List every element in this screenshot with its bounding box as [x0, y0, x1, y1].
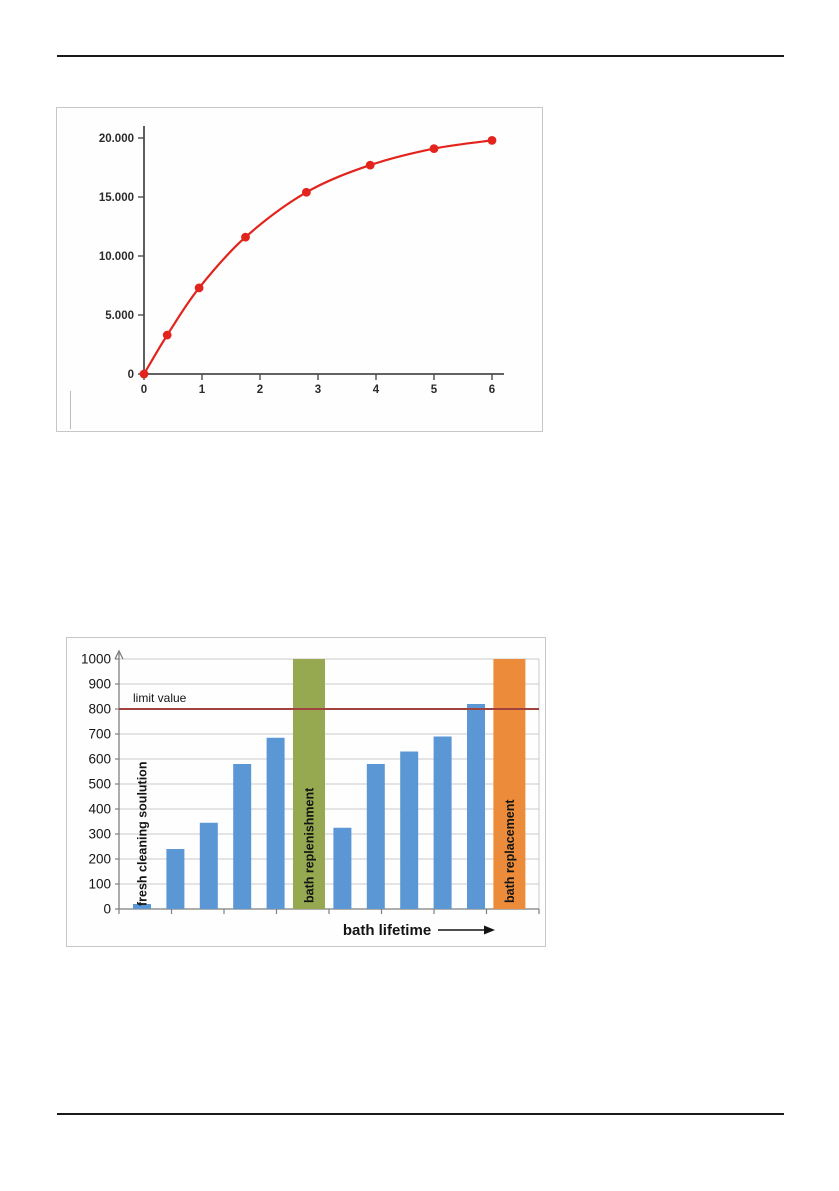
y-tick-label: 200 — [88, 852, 111, 867]
y-tick-label: 600 — [88, 752, 111, 767]
data-point-marker — [241, 232, 250, 242]
data-point-marker — [302, 187, 311, 197]
y-tick-label: 0 — [103, 902, 111, 917]
x-tick-label: 5 — [431, 384, 438, 396]
data-point-marker — [487, 135, 497, 145]
bar — [233, 764, 252, 909]
scan-artifact-line — [70, 391, 71, 429]
x-tick-label: 3 — [315, 384, 321, 396]
bar — [293, 659, 325, 909]
footer-rule — [57, 1113, 784, 1115]
header-rule — [57, 55, 784, 57]
data-point-marker — [162, 330, 172, 340]
x-axis-title: bath lifetime — [343, 922, 431, 939]
x-tick-label: 6 — [489, 384, 495, 396]
bar — [166, 849, 185, 909]
y-tick-label: 400 — [88, 802, 111, 817]
y-tick-label: 0 — [128, 369, 134, 381]
y-tick-label: 900 — [88, 677, 111, 692]
x-tick-label: 4 — [373, 384, 380, 396]
y-tick-label: 1000 — [81, 652, 111, 667]
bar — [266, 737, 285, 909]
y-axis-arrow — [114, 649, 124, 660]
series-line — [143, 139, 493, 375]
bar-label: bath replacement — [503, 799, 517, 903]
x-tick-label: 1 — [199, 384, 206, 396]
limit-value-label: limit value — [133, 691, 187, 705]
saturation-curve-figure: 0 5.000 10.000 15.000 20.000 0 1 2 3 4 5 6 — [56, 107, 543, 432]
fresh-solution-annotation: fresh cleaning soulution — [136, 762, 150, 906]
y-tick-label: 500 — [88, 777, 111, 792]
y-tick-label: 15.000 — [99, 192, 134, 204]
bar — [433, 736, 452, 909]
y-tick-label: 20.000 — [99, 133, 134, 145]
bath-lifetime-bar-chart: 0 100 200 300 400 500 600 700 800 900 1000 bath rep… — [81, 649, 540, 939]
bar — [366, 764, 385, 909]
bar — [467, 704, 485, 909]
y-tick-label: 300 — [88, 827, 111, 842]
y-tick-label: 700 — [88, 727, 111, 742]
bar — [133, 904, 151, 909]
data-point-marker — [429, 144, 439, 154]
x-tick-label: 2 — [257, 384, 263, 396]
bar — [333, 827, 352, 909]
bar-label: bath replenishment — [303, 787, 317, 903]
y-tick-label: 5.000 — [105, 310, 134, 322]
data-point-marker — [194, 283, 204, 293]
data-point-marker — [365, 160, 375, 170]
lifetime-arrow-head — [484, 925, 495, 935]
y-tick-label: 800 — [88, 702, 111, 717]
data-point-marker — [139, 369, 149, 379]
y-tick-label: 100 — [88, 877, 111, 892]
y-tick-label: 10.000 — [99, 251, 134, 263]
bar — [199, 822, 218, 909]
bar — [400, 751, 419, 909]
saturation-curve-chart: 0 5.000 10.000 15.000 20.000 0 1 2 3 4 5 6 — [99, 126, 504, 396]
x-tick-label: 0 — [141, 384, 147, 396]
bath-lifetime-figure: 0 100 200 300 400 500 600 700 800 900 1000 bath rep… — [66, 637, 546, 947]
bar — [493, 659, 526, 909]
